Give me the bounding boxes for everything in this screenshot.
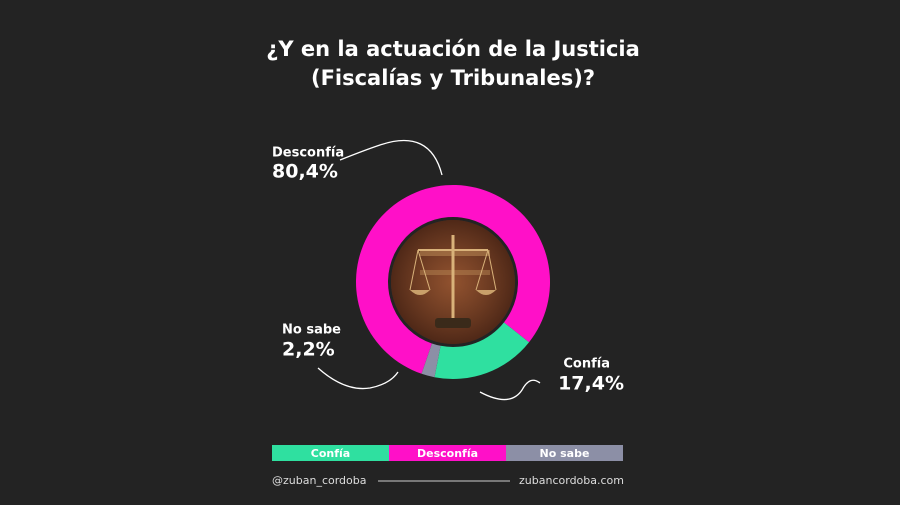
legend-label: Confía [311,447,350,460]
value-label: 2,2% [282,339,335,361]
legend-label: No sabe [540,447,590,460]
center-image [391,220,515,344]
chart-title: (Fiscalías y Tribunales)? [311,66,595,90]
legend-swatch [389,445,506,461]
slice-label: Confía [563,357,610,372]
legend-swatch [272,445,389,461]
leader-line [317,367,399,390]
slice [356,184,550,374]
legend-label: Desconfía [417,447,478,460]
footer-handle: @zuban_cordoba [272,474,366,487]
donut [356,184,550,379]
leader-line [479,379,541,401]
slice-label: Desconfía [272,146,344,161]
slice [421,343,441,378]
value-label: 80,4% [272,161,338,183]
footer-site: zubancordoba.com [519,474,624,487]
slice-label: No sabe [282,323,341,338]
legend-swatch [506,445,623,461]
chart-title: ¿Y en la actuación de la Justicia [266,37,640,61]
value-label: 17,4% [558,373,624,395]
legend: Confía Desconfía No sabe [272,445,623,461]
leader-line [339,139,443,176]
slice [434,322,530,379]
